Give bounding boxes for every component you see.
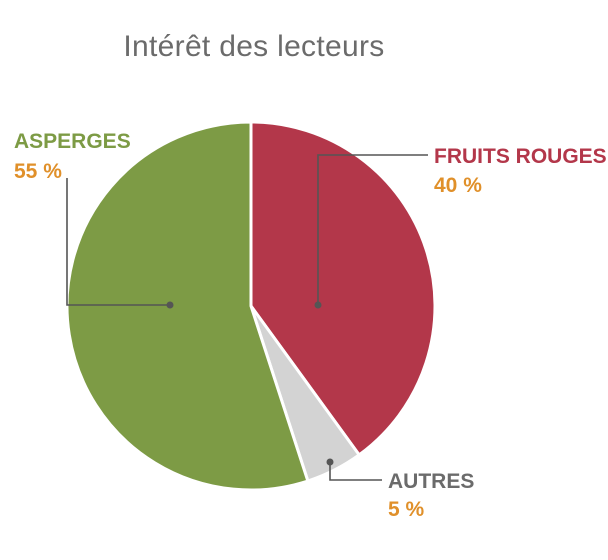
leader-dot-fruits-rouges [314, 301, 322, 309]
leader-dot-autres [326, 458, 334, 466]
leader-line-fruits-rouges [317, 154, 428, 305]
leader-line-autres [329, 462, 382, 481]
leader-line-asperges [66, 178, 170, 306]
slice-value-fruits-rouges: 40 % [434, 174, 482, 197]
slice-label-fruits-rouges: FRUITS ROUGES [434, 145, 607, 168]
leader-dot-asperges [166, 301, 174, 309]
pie-slice-asperges [65, 120, 310, 492]
slice-value-autres: 5 % [388, 498, 425, 521]
pie-slice-fruits-rouges [249, 120, 437, 457]
chart-title: Intérêt des lecteurs [123, 30, 385, 63]
slice-value-asperges: 55 % [14, 160, 62, 183]
slice-label-autres: AUTRES [388, 470, 474, 493]
slice-label-asperges: ASPERGES [14, 130, 131, 153]
